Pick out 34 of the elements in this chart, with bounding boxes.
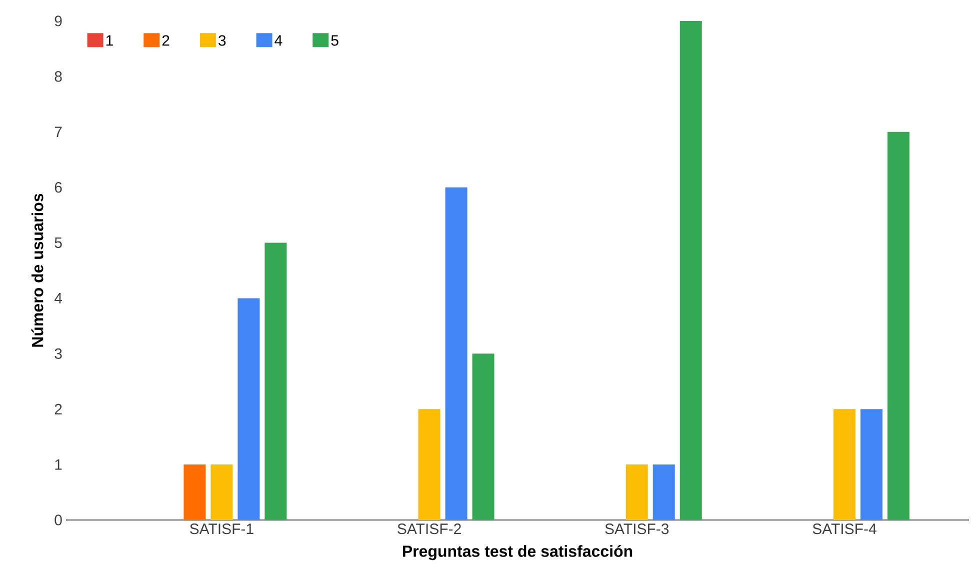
- y-tick-label: 9: [54, 16, 62, 26]
- x-tick-label: SATISF-4: [812, 524, 876, 534]
- legend-label: 4: [274, 35, 282, 46]
- bar: [652, 464, 675, 520]
- bar: [887, 132, 910, 520]
- bar: [472, 354, 494, 520]
- bar: [210, 464, 233, 520]
- y-tick-label: 1: [55, 459, 62, 470]
- y-tick-label: 8: [54, 71, 62, 82]
- bar: [833, 409, 856, 520]
- bar: [860, 409, 882, 520]
- y-axis-title: Número de usuarios: [31, 194, 44, 347]
- y-tick-label: 0: [54, 514, 62, 526]
- y-tick-label: 3: [54, 348, 62, 359]
- x-axis-title: Preguntas test de satisfacción: [402, 545, 632, 560]
- x-tick-label: SATISF-3: [605, 524, 669, 534]
- bar: [445, 187, 468, 520]
- bar: [418, 409, 440, 520]
- y-tick-label: 5: [54, 238, 62, 248]
- legend-label: 3: [218, 35, 226, 46]
- bar: [626, 464, 648, 520]
- y-tick-label: 7: [54, 126, 62, 138]
- legend-label: 2: [162, 35, 170, 46]
- bar: [680, 20, 702, 520]
- bar: [264, 242, 287, 520]
- legend-label: 1: [106, 35, 113, 46]
- x-tick-label: SATISF-1: [190, 524, 254, 534]
- y-tick-label: 4: [54, 293, 62, 304]
- y-tick-label: 2: [54, 404, 62, 414]
- legend-label: 5: [331, 35, 338, 46]
- bar: [238, 298, 260, 520]
- x-tick-label: SATISF-2: [398, 524, 461, 534]
- y-tick-label: 6: [54, 182, 62, 193]
- bar: [184, 464, 206, 520]
